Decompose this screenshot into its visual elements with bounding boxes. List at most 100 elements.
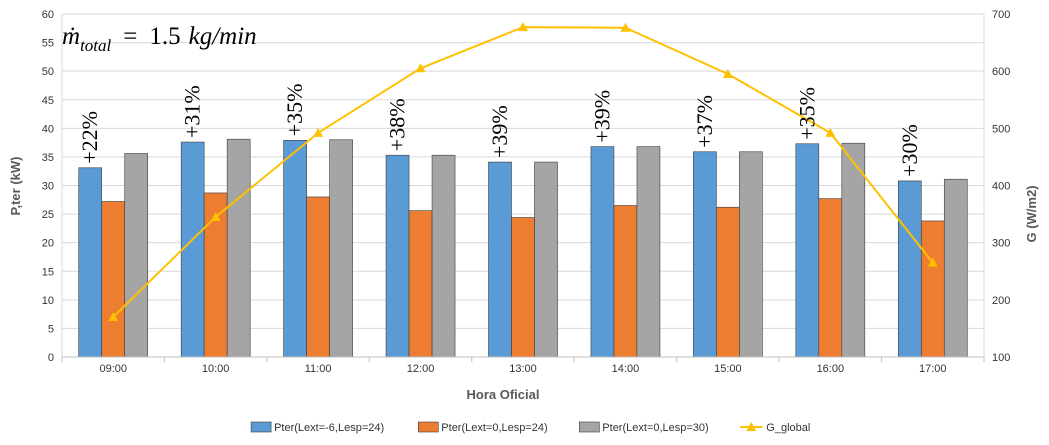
bar: [590, 146, 615, 358]
x-tick-label: 10:00: [202, 363, 230, 375]
legend-swatch: [578, 421, 600, 433]
percent-label: +39%: [589, 90, 614, 143]
x-tick-label: 11:00: [305, 363, 332, 375]
percent-label: +39%: [487, 105, 512, 158]
y-tick-label: 55: [42, 38, 54, 50]
y-tick-label: 10: [42, 295, 54, 307]
y-axis-title: P,ter (kW): [8, 157, 23, 216]
legend-swatch: [417, 421, 439, 433]
x-axis-title: Hora Oficial: [467, 387, 540, 402]
bar: [920, 220, 945, 358]
percent-label: +35%: [282, 84, 307, 137]
legend-label: G_global: [766, 422, 810, 434]
legend-item: G_global: [740, 422, 810, 434]
y2-tick-label: 300: [992, 238, 1010, 250]
legend: Pter(Lext=-6,Lesp=24) Pter(Lext=0,Lesp=24…: [250, 421, 810, 434]
formula-unit: kg/min: [189, 23, 257, 50]
g-global-marker: [518, 22, 528, 32]
x-tick-label: 13:00: [509, 363, 537, 375]
bar: [180, 141, 205, 358]
x-tick-label: 09:00: [99, 363, 127, 375]
flow-rate-formula: ṁtotal = 1.5 kg/min: [62, 23, 257, 55]
bar: [818, 198, 843, 358]
g-global-marker: [313, 127, 324, 137]
percent-label: +30%: [897, 124, 922, 177]
x-tick-label: 16:00: [817, 363, 845, 375]
y-tick-label: 5: [48, 323, 54, 335]
bar: [613, 205, 638, 358]
percent-label: +35%: [794, 87, 819, 140]
bar: [329, 139, 353, 358]
bar: [385, 154, 410, 358]
g-global-marker: [210, 211, 221, 221]
bar: [283, 140, 307, 358]
y-tick-label: 50: [42, 66, 54, 78]
legend-swatch: [250, 421, 272, 433]
bar: [897, 180, 922, 358]
y-tick-label: 35: [42, 152, 54, 164]
y2-tick-label: 500: [992, 123, 1010, 135]
y-tick-label: 20: [42, 238, 54, 250]
bar: [693, 151, 717, 358]
legend-label: Pter(Lext=-6,Lesp=24): [274, 422, 384, 434]
legend-label: Pter(Lext=0,Lesp=24): [441, 422, 547, 434]
formula-subscript: total: [80, 36, 111, 55]
bar: [739, 151, 763, 358]
y-tick-label: 60: [42, 9, 54, 21]
x-tick-label: 15:00: [714, 363, 742, 375]
bar: [78, 167, 103, 358]
percent-label: +31%: [180, 85, 205, 138]
formula-symbol: ṁ: [62, 23, 80, 50]
y2-tick-label: 700: [992, 9, 1010, 21]
bar: [511, 217, 535, 358]
legend-label: Pter(Lext=0,Lesp=30): [602, 422, 708, 434]
y2-tick-label: 600: [992, 66, 1010, 78]
bar: [226, 138, 251, 358]
y2-tick-label: 100: [992, 352, 1010, 364]
y2-axis-title: G (W/m2): [1024, 185, 1039, 242]
percent-label: +22%: [77, 111, 102, 164]
g-global-marker: [722, 69, 733, 79]
bar: [636, 146, 661, 358]
bar: [841, 142, 866, 358]
x-tick-label: 12:00: [407, 363, 435, 375]
y2-tick-label: 200: [992, 295, 1010, 307]
bar: [534, 161, 558, 358]
formula-equals: =: [123, 23, 137, 50]
y2-tick-label: 400: [992, 181, 1010, 193]
y-tick-label: 45: [42, 95, 54, 107]
bar: [716, 206, 740, 358]
bar: [795, 143, 820, 358]
g-global-marker: [825, 127, 836, 137]
line-series: [108, 22, 938, 321]
bar: [124, 153, 149, 358]
bar: [101, 201, 126, 358]
percent-label: +37%: [692, 95, 717, 148]
bar: [488, 161, 512, 358]
legend-item: Pter(Lext=0,Lesp=24): [417, 421, 548, 434]
bar: [943, 178, 968, 358]
legend-item: Pter(Lext=-6,Lesp=24): [250, 421, 384, 434]
legend-item: Pter(Lext=0,Lesp=30): [578, 421, 709, 434]
g-global-marker: [927, 257, 938, 267]
percent-annotations: +22% +31% +35% +38% +39% +39% +37% +35% +30%: [77, 84, 922, 177]
y-tick-label: 15: [42, 266, 54, 278]
y-tick-label: 25: [42, 209, 54, 221]
y-tick-label: 40: [42, 123, 54, 135]
y-tick-label: 0: [48, 352, 54, 364]
g-global-marker: [415, 63, 426, 73]
bar: [408, 210, 433, 358]
x-tick-label: 17:00: [919, 363, 947, 375]
bar: [431, 154, 456, 358]
g-global-marker: [620, 22, 631, 32]
legend-marker: [746, 422, 757, 431]
formula-value: 1.5: [149, 23, 180, 50]
svg-text:ṁtotal=1.5kg/min: ṁtotal = 1.5 kg/min: [62, 23, 257, 55]
axes: 0 5 10 15 20 25 30 35 40 45 50 55 60 100 200 300 400 500 6…: [42, 9, 1011, 375]
y-tick-label: 30: [42, 181, 54, 193]
percent-label: +38%: [385, 98, 410, 151]
x-tick-label: 14:00: [612, 363, 640, 375]
bars: [78, 138, 968, 358]
